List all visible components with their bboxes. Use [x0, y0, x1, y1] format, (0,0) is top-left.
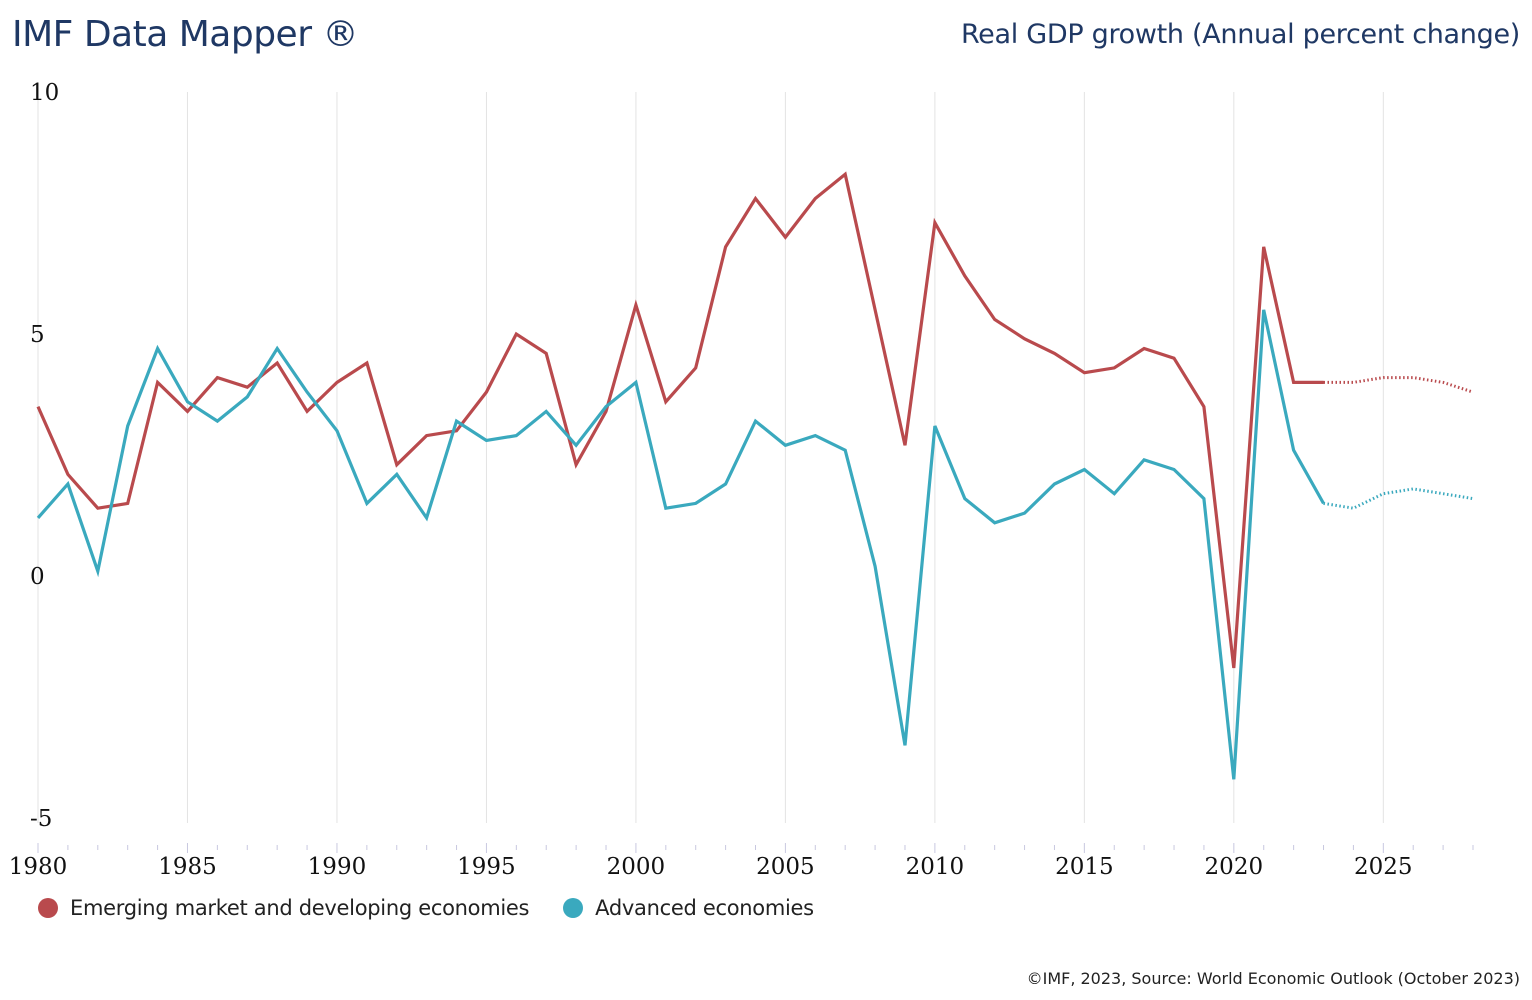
- legend-item-emde[interactable]: Emerging market and developing economies: [38, 896, 529, 920]
- y-tick-label-10: 10: [30, 80, 59, 106]
- series-line-0: [36, 171, 1324, 669]
- y-tick-label--5: -5: [30, 806, 52, 832]
- x-tick-label-1985: 1985: [158, 854, 217, 880]
- x-tick-label-1990: 1990: [308, 854, 367, 880]
- series-line-1: [36, 309, 1325, 780]
- legend-label: Advanced economies: [595, 896, 814, 920]
- indicator-title: Real GDP growth (Annual percent change): [960, 19, 1520, 50]
- x-tick-label-1995: 1995: [457, 854, 516, 880]
- x-tick-label-2000: 2000: [607, 854, 666, 880]
- series-lines: [36, 171, 1474, 780]
- x-axis-ticks: [37, 843, 1474, 853]
- legend-dot-advanced-icon: [563, 898, 584, 918]
- legend-item-advanced[interactable]: Advanced economies: [563, 896, 814, 920]
- legend-label: Emerging market and developing economies: [70, 896, 530, 920]
- source-footer: ©IMF, 2023, Source: World Economic Outlo…: [1026, 969, 1520, 988]
- x-tick-label-2015: 2015: [1055, 854, 1114, 880]
- legend: Emerging market and developing economies…: [38, 896, 848, 920]
- x-tick-label-2005: 2005: [756, 854, 815, 880]
- y-tick-label-0: 0: [30, 564, 45, 590]
- brand-title: IMF Data Mapper ®: [12, 14, 358, 55]
- x-tick-label-2020: 2020: [1205, 854, 1264, 880]
- series-forecast-line-1: [1323, 487, 1474, 510]
- legend-dot-emde-icon: [38, 898, 58, 918]
- grid-lines: [37, 92, 1384, 823]
- x-tick-label-1980: 1980: [9, 854, 68, 880]
- y-axis-labels: -5 0 5 10: [30, 80, 59, 832]
- y-tick-label-5: 5: [30, 322, 45, 348]
- x-axis-labels: 1980 1985 1990 1995 2000 2005 2010 2015 2020 2025: [9, 854, 1413, 880]
- x-tick-label-2010: 2010: [906, 854, 965, 880]
- x-tick-label-2025: 2025: [1354, 854, 1413, 880]
- series-forecast-line-0: [1323, 376, 1474, 394]
